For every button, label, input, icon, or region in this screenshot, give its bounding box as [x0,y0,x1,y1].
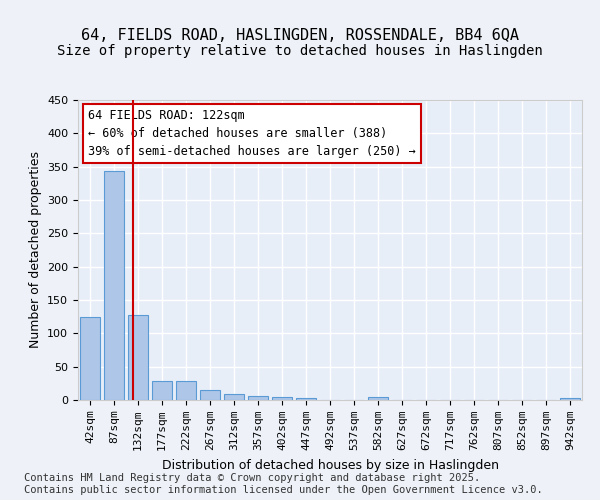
Text: 64 FIELDS ROAD: 122sqm
← 60% of detached houses are smaller (388)
39% of semi-de: 64 FIELDS ROAD: 122sqm ← 60% of detached… [88,109,416,158]
Bar [224,394,244,400]
Bar [368,398,388,400]
Bar [296,398,316,400]
X-axis label: Distribution of detached houses by size in Haslingden: Distribution of detached houses by size … [161,458,499,471]
Bar [80,318,100,400]
Bar [248,396,268,400]
Bar [104,170,124,400]
Bar [200,390,220,400]
Bar [560,398,580,400]
Text: 64, FIELDS ROAD, HASLINGDEN, ROSSENDALE, BB4 6QA: 64, FIELDS ROAD, HASLINGDEN, ROSSENDALE,… [81,28,519,42]
Bar [272,396,292,400]
Text: Size of property relative to detached houses in Haslingden: Size of property relative to detached ho… [57,44,543,58]
Bar [176,380,196,400]
Bar [128,316,148,400]
Y-axis label: Number of detached properties: Number of detached properties [29,152,41,348]
Bar [152,380,172,400]
Text: Contains HM Land Registry data © Crown copyright and database right 2025.
Contai: Contains HM Land Registry data © Crown c… [24,474,543,495]
